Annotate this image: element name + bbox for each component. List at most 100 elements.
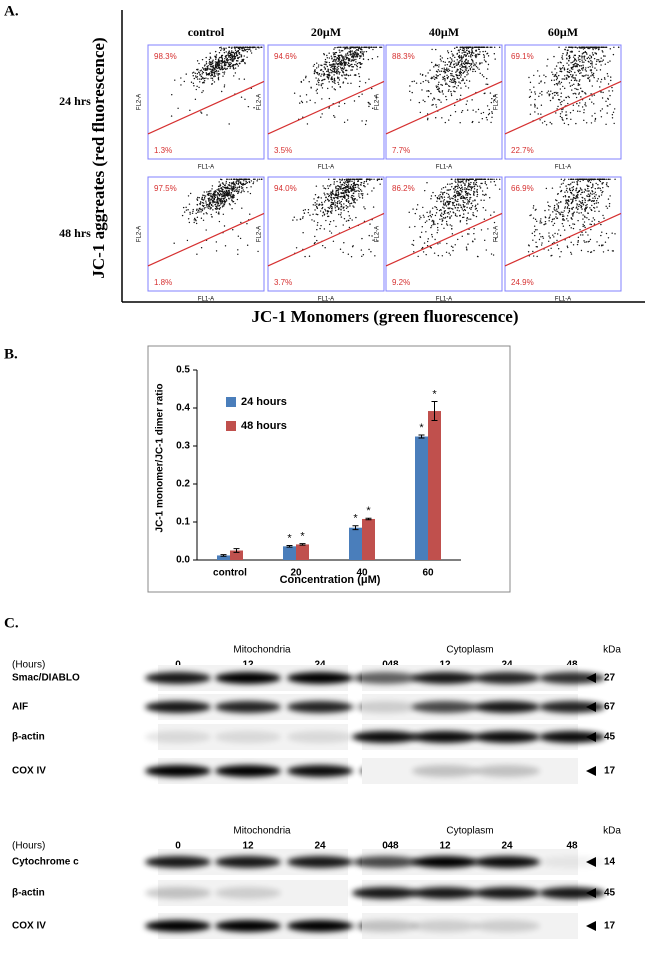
event-dot	[483, 199, 485, 202]
event-dot	[357, 189, 359, 192]
event-dot	[219, 178, 222, 180]
event-dot	[360, 48, 362, 51]
event-dot	[338, 188, 340, 191]
event-dot	[567, 204, 570, 206]
event-dot	[334, 178, 336, 180]
event-dot	[206, 114, 208, 116]
event-dot	[573, 58, 576, 60]
event-dot	[574, 87, 576, 90]
event-dot	[445, 98, 448, 101]
event-dot	[316, 224, 319, 226]
event-dot	[578, 50, 580, 53]
event-dot	[368, 248, 370, 251]
event-dot	[425, 75, 427, 77]
event-dot	[552, 97, 554, 100]
event-dot	[576, 183, 579, 186]
event-dot	[611, 90, 614, 92]
event-dot	[344, 192, 346, 194]
band	[474, 701, 540, 713]
event-dot	[465, 197, 468, 199]
event-dot	[218, 195, 221, 197]
event-dot	[343, 209, 345, 212]
event-dot	[464, 191, 467, 194]
event-dot	[246, 223, 248, 225]
event-dot	[448, 69, 451, 72]
event-dot	[220, 67, 222, 69]
event-dot	[606, 207, 609, 209]
event-dot	[237, 235, 240, 237]
event-dot	[606, 185, 608, 187]
event-dot	[587, 77, 590, 80]
event-dot	[420, 231, 423, 233]
event-dot	[475, 56, 477, 59]
event-dot	[581, 208, 583, 210]
event-dot	[224, 61, 227, 63]
event-dot	[433, 252, 436, 254]
event-dot	[574, 77, 577, 79]
event-dot	[557, 62, 559, 64]
event-dot	[217, 197, 219, 199]
event-dot	[528, 245, 530, 247]
event-dot	[321, 79, 323, 82]
event-dot	[465, 49, 468, 52]
event-dot	[230, 183, 233, 185]
event-dot	[593, 94, 596, 96]
event-dot	[439, 58, 442, 60]
event-dot	[468, 188, 470, 191]
event-dot	[560, 189, 563, 192]
event-dot	[473, 68, 475, 71]
event-dot	[231, 53, 233, 56]
event-dot	[333, 74, 335, 76]
event-dot	[217, 74, 219, 76]
event-dot	[488, 112, 491, 115]
event-dot	[252, 182, 254, 185]
event-dot	[342, 224, 344, 226]
event-dot	[602, 186, 604, 189]
event-dot	[250, 180, 253, 182]
event-dot	[368, 47, 370, 50]
event-dot	[225, 189, 228, 192]
event-dot	[607, 75, 609, 77]
event-dot	[602, 244, 604, 246]
event-dot	[233, 64, 235, 66]
event-dot	[351, 197, 353, 199]
event-dot	[248, 178, 250, 180]
event-dot	[308, 81, 310, 83]
event-dot	[196, 209, 198, 211]
gate-line	[385, 80, 503, 135]
event-dot	[476, 191, 478, 194]
event-dot	[439, 73, 441, 76]
event-dot	[540, 113, 542, 115]
y-tick-label: 0.0	[176, 555, 190, 566]
event-dot	[353, 74, 356, 76]
event-dot	[205, 200, 207, 202]
event-dot	[345, 58, 348, 60]
event-dot	[566, 206, 569, 208]
event-dot	[351, 198, 354, 200]
event-dot	[607, 178, 609, 180]
event-dot	[421, 73, 424, 76]
event-dot	[342, 251, 344, 254]
event-dot	[434, 195, 437, 197]
event-dot	[465, 58, 468, 60]
event-dot	[529, 214, 531, 217]
event-dot	[466, 178, 468, 181]
event-dot	[584, 104, 586, 106]
event-dot	[431, 76, 433, 78]
x-label: Concentration (μM)	[280, 574, 381, 586]
event-dot	[532, 255, 535, 257]
event-dot	[527, 251, 530, 253]
event-dot	[343, 67, 346, 69]
event-dot	[445, 251, 448, 253]
event-dot	[219, 68, 221, 71]
event-dot	[427, 117, 429, 120]
event-dot	[352, 189, 354, 192]
event-dot	[480, 46, 483, 48]
event-dot	[607, 198, 610, 200]
event-dot	[336, 180, 338, 183]
event-dot	[560, 92, 563, 94]
event-dot	[530, 104, 532, 106]
event-dot	[438, 197, 441, 199]
